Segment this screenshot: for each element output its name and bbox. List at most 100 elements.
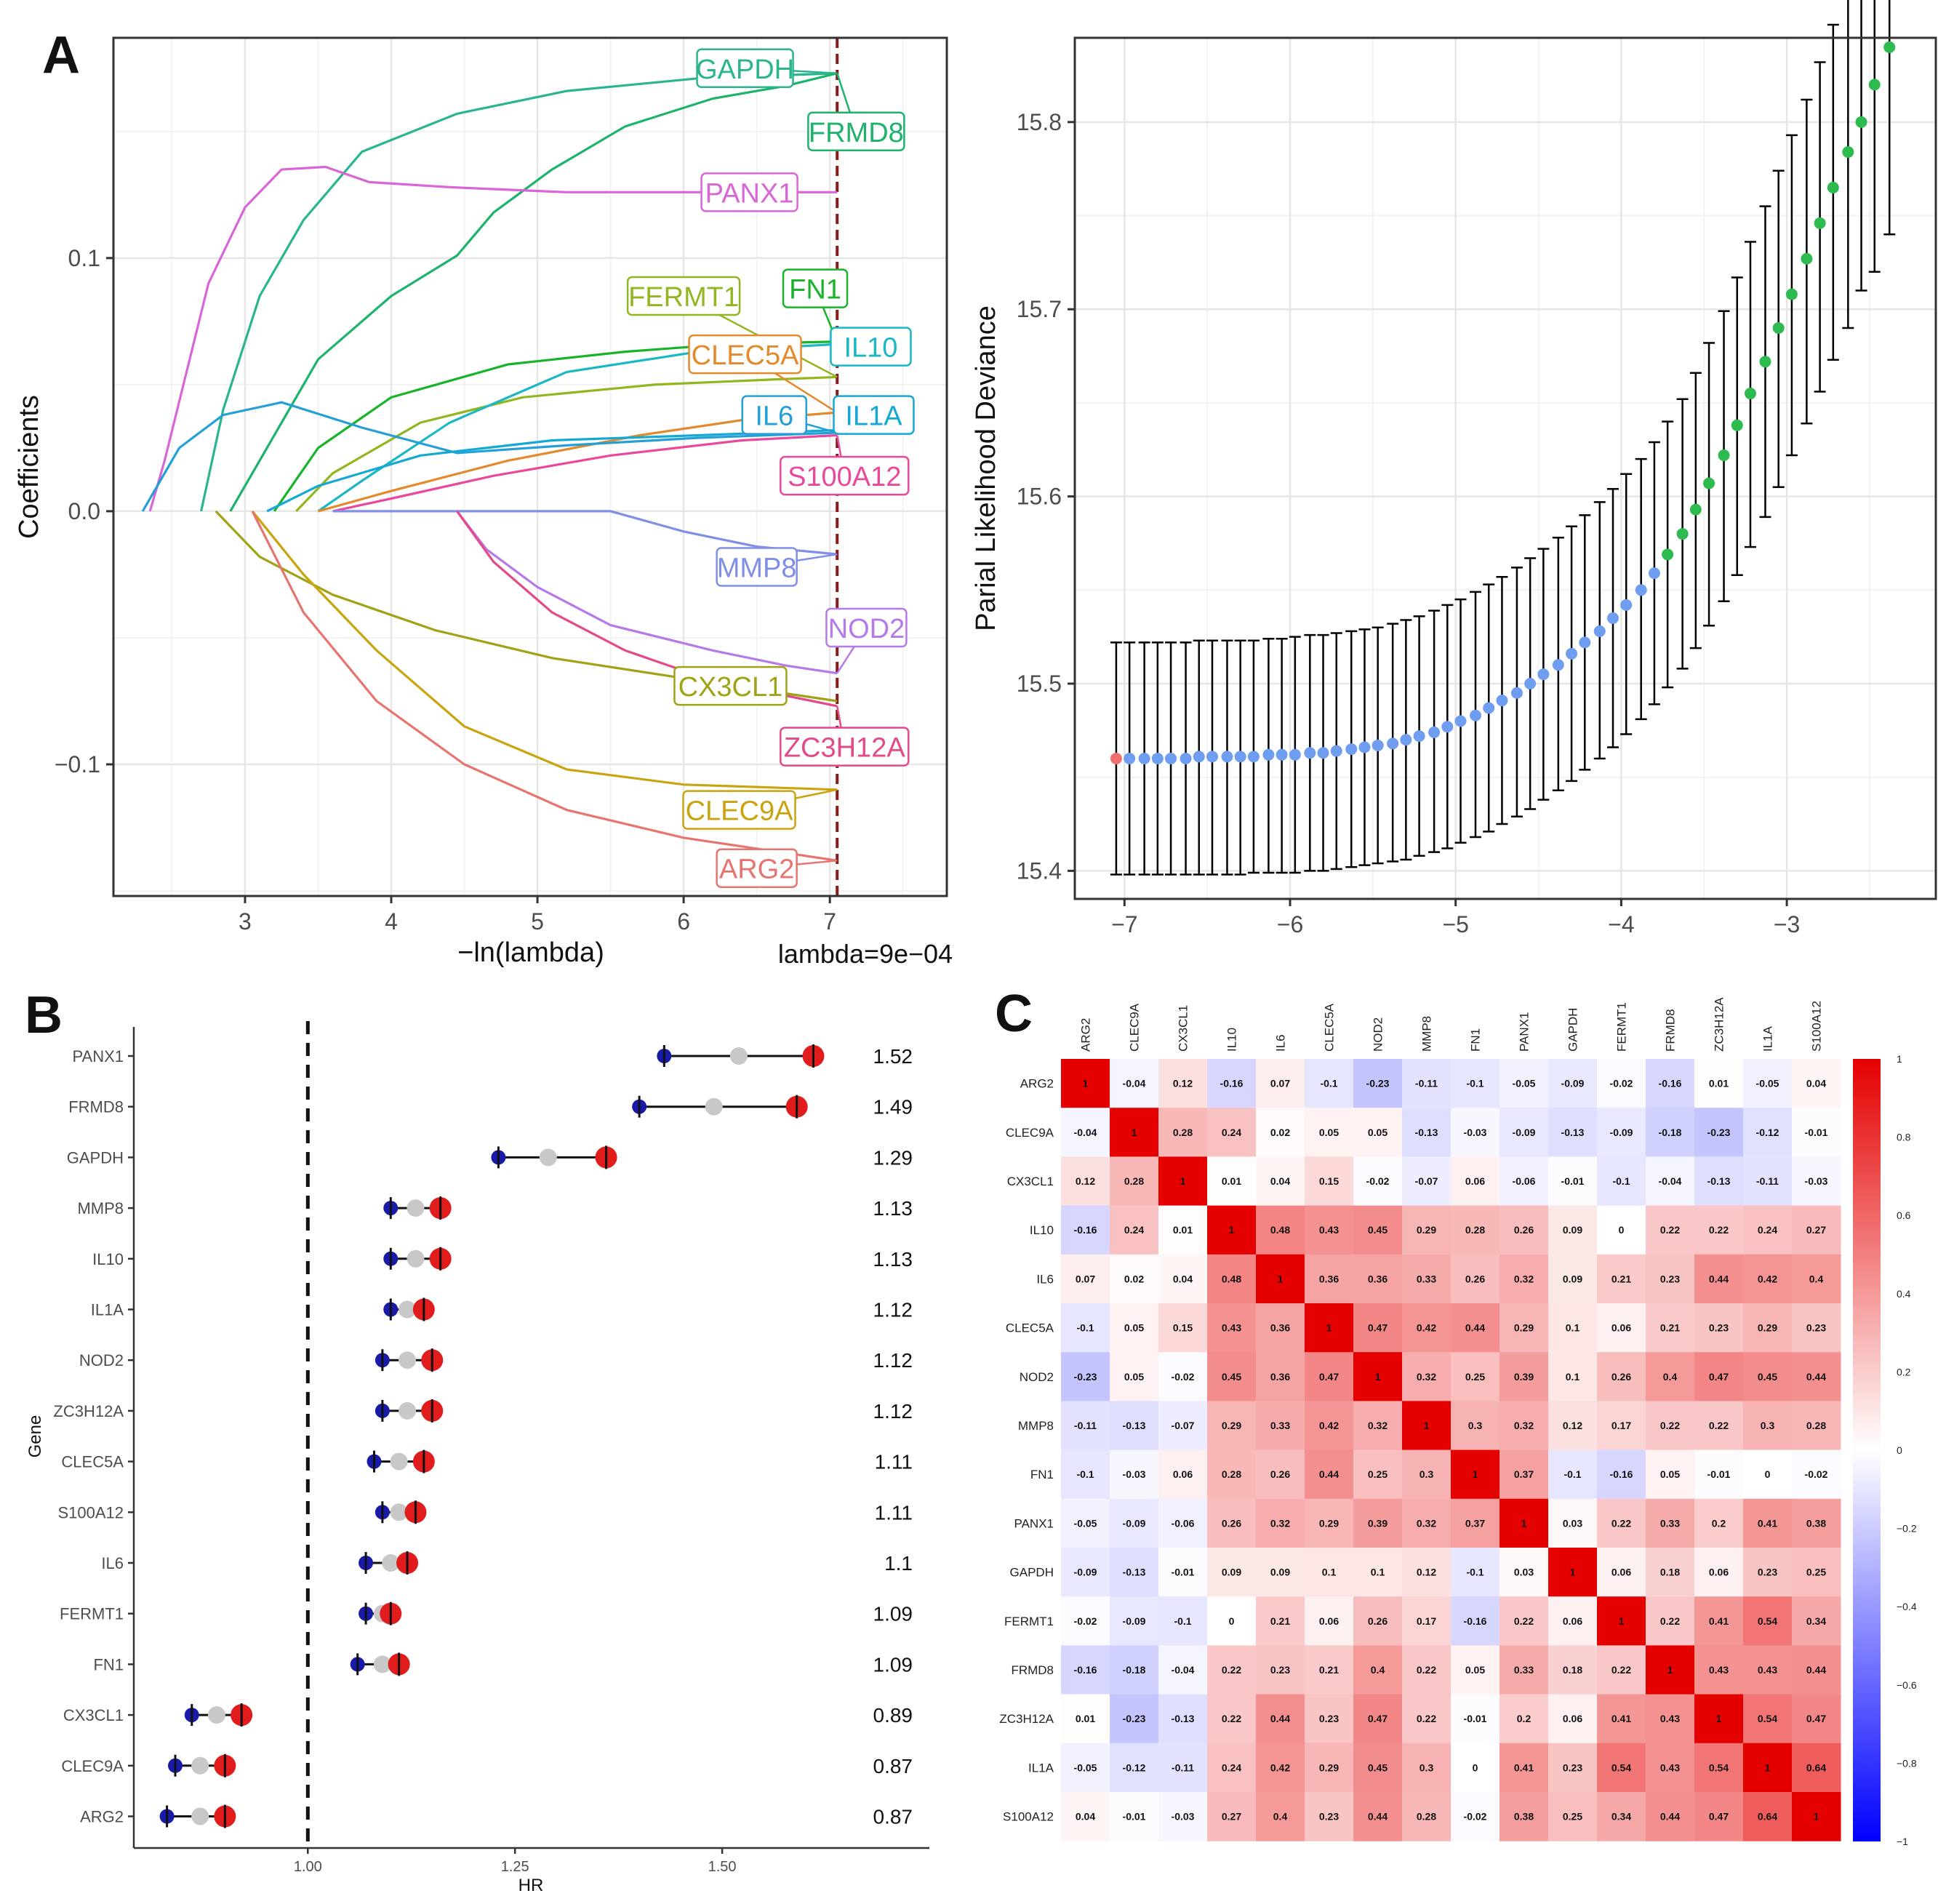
hr-point [399, 1351, 417, 1369]
heatmap-cell [1743, 1303, 1793, 1353]
heatmap-cell [1110, 1449, 1159, 1500]
cell-value: 0.21 [1611, 1273, 1631, 1284]
row-label: MMP8 [1018, 1419, 1054, 1433]
cell-value: 0.36 [1270, 1371, 1290, 1383]
cell-value: 0.29 [1222, 1420, 1241, 1431]
y-axis-title: Gene [25, 1415, 45, 1458]
heatmap-cell [1353, 1449, 1403, 1500]
heatmap-cell [1402, 1498, 1452, 1548]
heatmap-cell [1451, 1254, 1500, 1304]
heatmap-cell [1694, 1108, 1744, 1157]
panel-label-a: A [42, 26, 80, 84]
series-label: PANX1 [705, 178, 794, 209]
label-box [825, 607, 908, 648]
heatmap-cell [1743, 1449, 1793, 1500]
heatmap-cell [1305, 1401, 1354, 1451]
series-label: IL1A [845, 401, 902, 432]
cell-value: -0.09 [1123, 1517, 1146, 1529]
deviance-point [1262, 748, 1275, 761]
heatmap-cell [1597, 1645, 1646, 1695]
cell-value: 0.23 [1660, 1273, 1680, 1284]
cell-value: 0.43 [1319, 1224, 1339, 1236]
cell-value: 0.12 [1173, 1078, 1193, 1089]
heatmap-cell [1548, 1694, 1598, 1744]
gene-label: CLEC5A [61, 1453, 124, 1471]
hr-value-label: 1.1 [884, 1552, 913, 1575]
gene-label: GAPDH [67, 1148, 124, 1167]
hr-point [382, 1554, 400, 1572]
cell-value: 0.05 [1124, 1322, 1144, 1334]
coef-path-il6 [141, 401, 838, 512]
cell-value: -0.13 [1561, 1127, 1585, 1138]
heatmap-cell [1646, 1401, 1695, 1451]
heatmap-cell [1694, 1303, 1744, 1353]
column-label: IL10 [1225, 1028, 1239, 1052]
cell-value: -0.05 [1074, 1517, 1097, 1529]
hr-point [729, 1047, 748, 1065]
row-label: CLEC5A [1006, 1321, 1054, 1335]
cell-value: 0.04 [1173, 1273, 1193, 1284]
series-label: FRMD8 [809, 118, 904, 148]
column-label: NOD2 [1372, 1017, 1385, 1052]
plot-border [112, 36, 948, 897]
gene-label: NOD2 [79, 1351, 124, 1369]
cell-value: -0.16 [1220, 1078, 1244, 1089]
cell-value: 0.15 [1319, 1175, 1339, 1187]
heatmap-cell [1792, 1792, 1841, 1841]
heatmap-cell [1256, 1596, 1305, 1646]
cell-value: 0.17 [1417, 1615, 1436, 1627]
cell-value: 0.23 [1709, 1322, 1729, 1334]
cell-value: 1 [1473, 1468, 1478, 1480]
cell-value: -0.04 [1123, 1078, 1146, 1089]
heatmap-cell [1110, 1792, 1159, 1841]
x-tick-label: 1.00 [294, 1859, 322, 1875]
cell-value: -0.01 [1561, 1175, 1585, 1187]
heatmap-cell [1499, 1059, 1549, 1108]
cell-value: 0.1 [1371, 1567, 1385, 1578]
heatmap-cell [1402, 1792, 1452, 1841]
heatmap-cell [1743, 1645, 1793, 1695]
cell-value: 0.33 [1660, 1517, 1680, 1529]
heatmap-cell [1256, 1303, 1305, 1353]
gene-label: IL1A [91, 1301, 124, 1319]
heatmap-cell [1792, 1596, 1841, 1646]
series-label: FN1 [789, 275, 841, 305]
heatmap-cell [1305, 1743, 1354, 1793]
heatmap-cell [1646, 1108, 1695, 1157]
hr-point [399, 1401, 417, 1420]
coef-path-frmd8 [229, 72, 838, 512]
heatmap-cell [1694, 1205, 1744, 1255]
cell-value: -0.09 [1610, 1127, 1633, 1138]
deviance-point [1883, 41, 1896, 53]
heatmap-cell [1353, 1059, 1403, 1108]
row-label: FN1 [1030, 1468, 1054, 1481]
heatmap-cell [1110, 1694, 1159, 1744]
heatmap-cell [1451, 1205, 1500, 1255]
cell-value: -0.23 [1123, 1713, 1146, 1724]
cell-value: 0.44 [1465, 1322, 1485, 1334]
heatmap-cell [1499, 1498, 1549, 1548]
cell-value: 0.47 [1709, 1811, 1729, 1823]
cell-value: -0.01 [1805, 1127, 1828, 1138]
heatmap-cell [1207, 1254, 1257, 1304]
heatmap-cell [1256, 1645, 1305, 1695]
heatmap-cell [1256, 1352, 1305, 1401]
cell-value: 1 [1619, 1615, 1625, 1627]
cell-value: 0.54 [1758, 1615, 1777, 1627]
cell-value: 0.3 [1420, 1468, 1434, 1480]
label-box [741, 395, 808, 435]
heatmap-cell [1499, 1449, 1549, 1500]
row-label: CX3CL1 [1007, 1175, 1054, 1188]
cell-value: -0.06 [1513, 1175, 1536, 1187]
cell-value: 0.32 [1417, 1517, 1436, 1529]
cell-value: 0 [1619, 1224, 1625, 1236]
colorbar-tick-label: 0.6 [1897, 1209, 1911, 1221]
heatmap-cell [1548, 1498, 1598, 1548]
deviance-point [1304, 747, 1316, 759]
cell-value: 0.09 [1563, 1273, 1582, 1284]
cell-value: 0.05 [1319, 1127, 1339, 1138]
heatmap-cell [1207, 1694, 1257, 1744]
heatmap-cell [1110, 1548, 1159, 1597]
heatmap-cell [1158, 1352, 1208, 1401]
gene-label: CX3CL1 [63, 1706, 124, 1724]
